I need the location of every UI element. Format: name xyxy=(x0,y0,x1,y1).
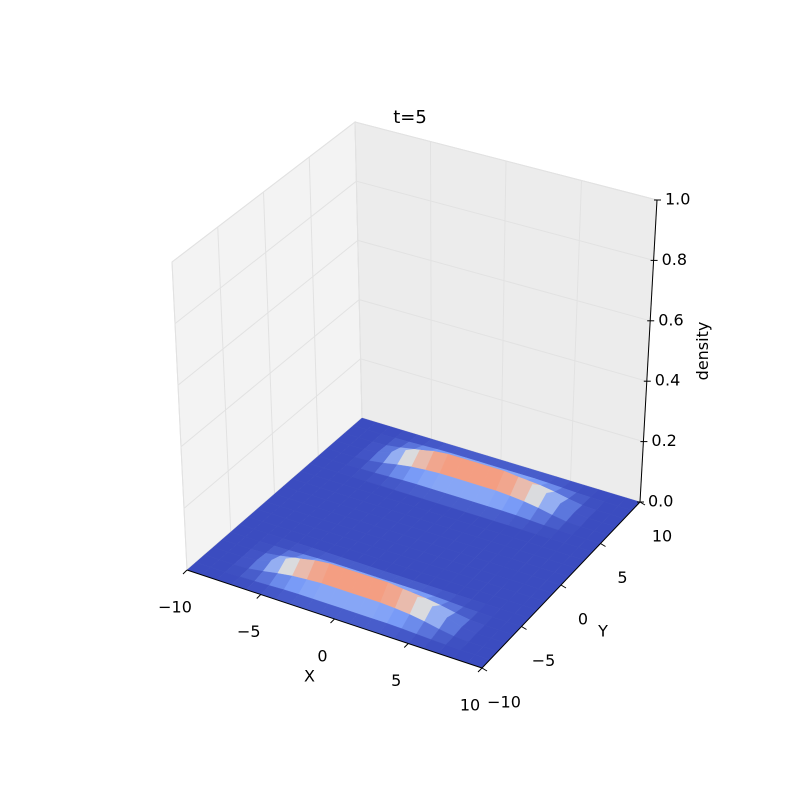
y-tick-label: 5 xyxy=(617,568,627,587)
y-tick-label: 0 xyxy=(578,610,588,629)
grid-line xyxy=(354,121,363,419)
x-tick-label: −5 xyxy=(237,622,261,641)
z-tick-label: 0.6 xyxy=(658,310,683,329)
grid-line xyxy=(500,160,507,461)
x-axis-label: X xyxy=(304,667,315,686)
grid-line xyxy=(217,226,232,533)
y-tick xyxy=(481,667,488,672)
x-tick xyxy=(256,594,262,599)
grid-line xyxy=(263,191,275,495)
y-tick xyxy=(560,584,567,589)
y-tick-label: −10 xyxy=(487,693,521,712)
x-tick-label: −10 xyxy=(158,598,192,617)
grid-line xyxy=(308,156,319,457)
x-tick xyxy=(330,618,335,624)
x-tick-label: 0 xyxy=(317,647,327,666)
chart-title: t=5 xyxy=(393,107,427,128)
x-tick xyxy=(182,569,188,575)
y-axis-label: Y xyxy=(597,622,608,641)
y-tick-label: −5 xyxy=(532,651,556,670)
z-tick-label: 0.4 xyxy=(655,371,680,390)
z-tick-label: 0.0 xyxy=(648,492,673,511)
y-tick xyxy=(521,626,527,630)
z-tick-label: 1.0 xyxy=(665,190,690,209)
y-tick-label: 10 xyxy=(652,527,672,546)
x-tick xyxy=(477,667,483,673)
grid-line xyxy=(430,141,432,440)
y-tick xyxy=(600,543,606,547)
x-tick-label: 5 xyxy=(391,671,401,690)
z-axis-label: density xyxy=(693,322,712,381)
x-tick-label: 10 xyxy=(460,696,480,715)
grid-line xyxy=(171,261,188,571)
x-tick xyxy=(403,643,409,648)
z-tick-label: 0.8 xyxy=(662,250,687,269)
grid-line xyxy=(570,180,582,482)
z-tick-label: 0.2 xyxy=(651,431,676,450)
axis-line xyxy=(639,199,658,503)
